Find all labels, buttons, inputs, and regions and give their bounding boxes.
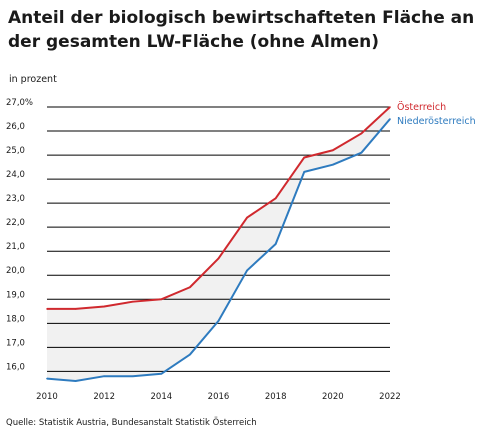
- y-unit-label: in prozent: [9, 74, 57, 85]
- data-point: [131, 300, 134, 303]
- y-tick-label: 22,0: [6, 218, 25, 228]
- data-point: [389, 118, 391, 120]
- chart-title: Anteil der biologisch bewirtschafteten F…: [8, 6, 496, 54]
- data-point: [160, 372, 163, 375]
- data-point: [303, 171, 306, 173]
- x-tick-label: 2010: [36, 392, 58, 402]
- y-tick-label: 21,0: [6, 242, 25, 252]
- data-point: [46, 308, 48, 310]
- y-tick-label: 24,0: [6, 170, 25, 180]
- legend-label-oesterreich: Österreich: [397, 102, 446, 113]
- y-tick-label: 27,0%: [6, 98, 33, 108]
- band-between-series: [47, 107, 390, 381]
- data-point: [360, 151, 363, 154]
- data-point: [303, 156, 306, 159]
- y-tick-label: 18,0: [6, 314, 25, 324]
- data-point: [246, 269, 248, 272]
- x-tick-label: 2012: [93, 392, 115, 402]
- data-point: [103, 375, 105, 377]
- data-point: [217, 320, 220, 322]
- chart-title-line-2: der gesamten LW-Fläche (ohne Almen): [8, 32, 379, 52]
- data-point: [332, 149, 334, 152]
- chart-title-line-1: Anteil der biologisch bewirtschafteten F…: [8, 8, 475, 28]
- data-point: [274, 197, 277, 200]
- x-tick-label: 2014: [151, 392, 173, 402]
- legend-label-niederoesterreich: Niederösterreich: [397, 116, 476, 127]
- data-point: [389, 106, 391, 108]
- data-point: [46, 377, 48, 380]
- x-tick-label: 2022: [379, 392, 401, 402]
- data-point: [332, 163, 334, 166]
- x-tick-label: 2018: [265, 392, 287, 402]
- data-point: [160, 298, 163, 301]
- data-point: [217, 257, 220, 260]
- y-tick-label: 19,0: [6, 290, 25, 300]
- x-tick-label: 2016: [208, 392, 230, 402]
- data-point: [74, 380, 77, 382]
- y-tick-label: 25,0: [6, 146, 25, 156]
- data-point: [189, 286, 191, 289]
- y-tick-label: 17,0: [6, 338, 25, 348]
- data-point: [103, 305, 105, 308]
- data-point: [74, 308, 77, 310]
- data-point: [189, 353, 191, 356]
- y-tick-label: 23,0: [6, 194, 25, 204]
- data-point: [274, 243, 277, 245]
- y-tick-label: 16,0: [6, 362, 25, 372]
- data-point: [131, 375, 134, 377]
- data-point: [246, 216, 248, 219]
- y-tick-label: 26,0: [6, 122, 25, 132]
- source-note: Quelle: Statistik Austria, Bundesanstalt…: [6, 418, 257, 428]
- y-tick-label: 20,0: [6, 266, 25, 276]
- x-tick-label: 2020: [322, 392, 344, 402]
- data-point: [360, 132, 363, 135]
